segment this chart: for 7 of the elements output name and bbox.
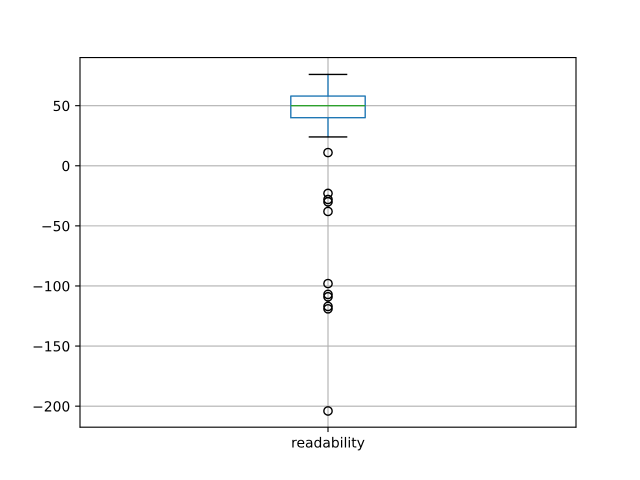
y-tick-label: −150 [34,341,70,352]
x-tick-label: readability [292,436,365,450]
y-tick-label: −50 [42,220,70,232]
y-tick-label: 50 [54,100,70,112]
y-tick-label: −100 [34,280,70,292]
y-tick-label: −200 [34,401,70,412]
y-tick-label: 0 [62,160,70,172]
